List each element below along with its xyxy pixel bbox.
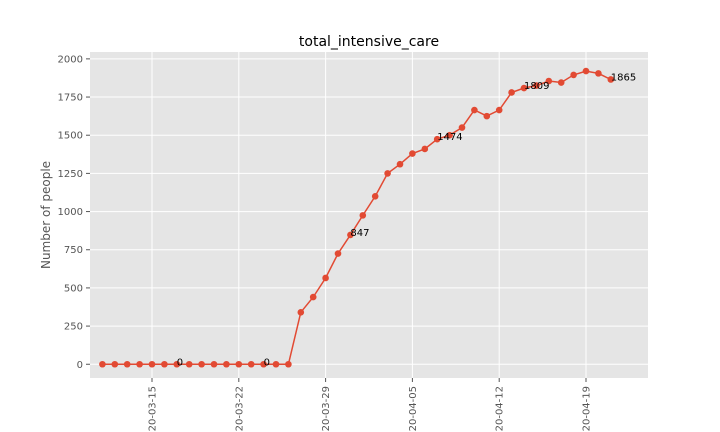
- data-point: [309, 293, 317, 301]
- data-point: [285, 360, 292, 368]
- data-point: [148, 360, 156, 368]
- plot-area: [90, 52, 648, 378]
- data-point: [185, 360, 193, 368]
- x-tick-label: 20-04-12: [495, 386, 506, 431]
- data-labels: 0 0 847 1474 1809 1865: [177, 72, 636, 368]
- data-point: [99, 360, 106, 368]
- y-tick-label: 0: [77, 360, 83, 371]
- y-axis-ticks: 0 250 500 750 1000 1250 1500 1750 2000: [58, 54, 90, 371]
- data-point: [334, 250, 342, 257]
- data-point: [198, 360, 205, 368]
- data-point: [111, 360, 119, 368]
- series-points: [99, 67, 615, 368]
- data-point: [495, 106, 503, 114]
- y-tick-label: 1000: [58, 207, 83, 218]
- y-tick-label: 750: [64, 245, 83, 256]
- x-tick-label: 20-04-19: [582, 386, 593, 431]
- data-point: [508, 89, 515, 96]
- data-point: [446, 131, 453, 139]
- data-label: 0: [264, 357, 270, 368]
- data-point: [322, 274, 329, 282]
- data-point: [223, 360, 230, 368]
- data-point: [520, 84, 528, 92]
- data-point: [173, 360, 181, 368]
- data-point: [247, 360, 255, 368]
- data-point: [545, 77, 553, 85]
- x-tick-label: 20-04-05: [408, 386, 419, 431]
- y-tick-label: 250: [64, 322, 83, 333]
- x-axis-ticks: 20-03-15 20-03-22 20-03-29 20-04-05 20-04-12…: [148, 378, 593, 431]
- data-point: [260, 360, 267, 368]
- x-tick-label: 20-03-22: [234, 386, 245, 431]
- y-tick-label: 500: [64, 283, 83, 294]
- data-point: [421, 145, 429, 153]
- data-point: [136, 360, 143, 368]
- data-point: [235, 360, 243, 368]
- data-point: [161, 360, 168, 368]
- data-point: [297, 309, 305, 316]
- data-point: [458, 124, 466, 131]
- y-tick-label: 1750: [58, 93, 83, 104]
- data-label: 0: [177, 357, 183, 368]
- data-point: [471, 106, 478, 114]
- grid-lines: [90, 52, 648, 378]
- data-point: [570, 71, 577, 79]
- data-point: [371, 192, 379, 200]
- y-axis-label: Number of people: [39, 161, 53, 269]
- chart-title: total_intensive_care: [299, 34, 439, 50]
- data-point: [582, 67, 590, 75]
- y-tick-label: 1250: [58, 169, 83, 180]
- data-point: [272, 360, 280, 368]
- data-point: [433, 135, 441, 143]
- data-point: [359, 212, 367, 219]
- data-point: [607, 76, 615, 83]
- y-tick-label: 2000: [58, 54, 83, 65]
- data-point: [210, 360, 218, 368]
- data-point: [396, 160, 404, 168]
- data-label: 1809: [524, 81, 549, 92]
- data-point: [557, 79, 565, 86]
- data-point: [123, 360, 131, 368]
- data-point: [347, 231, 354, 239]
- data-label: 1865: [611, 72, 636, 83]
- data-label: 1474: [437, 132, 462, 143]
- data-point: [595, 70, 602, 77]
- data-point: [384, 170, 391, 177]
- x-tick-label: 20-03-15: [148, 386, 159, 431]
- data-point: [483, 112, 491, 120]
- data-point: [409, 150, 416, 157]
- data-point: [533, 82, 540, 89]
- data-label: 847: [350, 228, 369, 239]
- x-tick-label: 20-03-29: [321, 386, 332, 431]
- y-tick-label: 1500: [58, 131, 83, 142]
